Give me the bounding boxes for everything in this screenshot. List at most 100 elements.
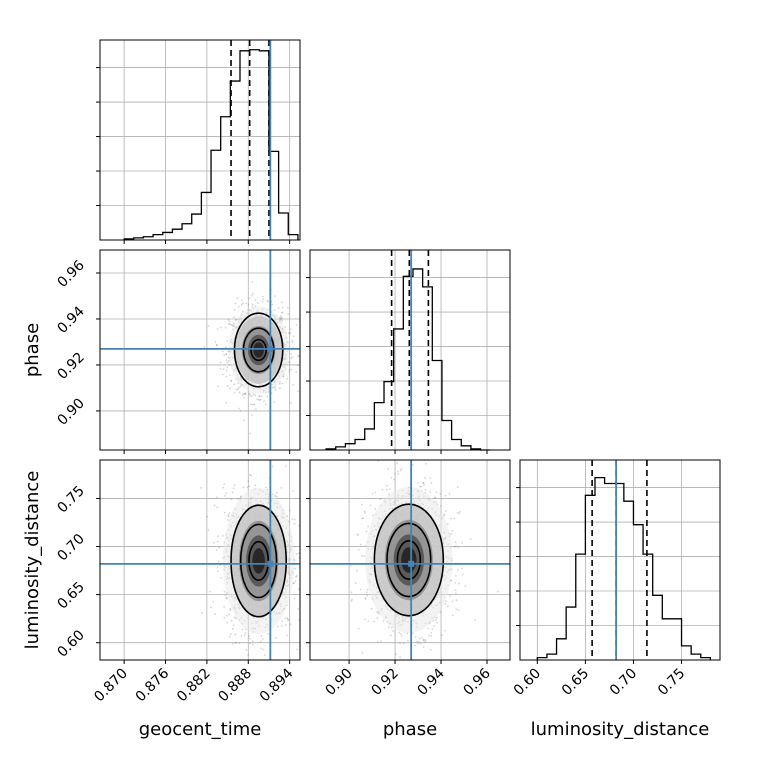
scatter-point xyxy=(431,628,434,631)
scatter-point xyxy=(306,570,308,572)
scatter-point xyxy=(277,625,279,628)
scatter-point xyxy=(454,589,457,592)
scatter-point xyxy=(376,610,379,613)
scatter-point xyxy=(294,580,297,583)
scatter-point xyxy=(444,494,447,497)
scatter-point xyxy=(373,620,376,623)
density-content xyxy=(310,460,510,666)
scatter-point xyxy=(435,491,438,494)
scatter-point xyxy=(357,534,360,537)
truth-marker xyxy=(267,345,274,352)
scatter-point xyxy=(361,503,363,506)
scatter-point xyxy=(455,545,457,548)
scatter-point xyxy=(364,512,366,514)
scatter-point xyxy=(252,403,254,406)
scatter-point xyxy=(251,640,254,643)
scatter-point xyxy=(209,590,211,593)
scatter-point xyxy=(455,608,458,611)
scatter-point xyxy=(217,570,219,573)
scatter-point xyxy=(222,486,225,489)
scatter-point xyxy=(461,664,463,666)
density-panel-phase-vs-luminosity-distance: 0.90 0.92 0.94 0.96 xyxy=(306,459,511,699)
scatter-point xyxy=(407,639,409,642)
scatter-point xyxy=(226,361,229,364)
scatter-point xyxy=(390,476,393,479)
scatter-point xyxy=(231,324,234,327)
scatter-point xyxy=(443,514,446,517)
scatter-point xyxy=(216,566,219,568)
scatter-point xyxy=(354,582,357,585)
scatter-point xyxy=(397,470,400,473)
scatter-point xyxy=(374,508,377,510)
scatter-point xyxy=(262,295,264,298)
scatter-point xyxy=(219,326,222,329)
scatter-point xyxy=(280,316,283,319)
scatter-point xyxy=(295,574,298,577)
scatter-point xyxy=(282,375,285,378)
y-tick-label: 0.92 xyxy=(54,349,87,382)
scatter-point xyxy=(458,582,460,585)
scatter-point xyxy=(223,617,226,619)
scatter-point xyxy=(278,382,281,385)
scatter-point xyxy=(444,603,447,605)
scatter-point xyxy=(280,311,283,314)
density-content xyxy=(100,460,308,667)
scatter-point xyxy=(232,624,235,627)
scatter-point xyxy=(427,627,430,630)
scatter-point xyxy=(290,357,292,360)
scatter-point xyxy=(288,370,291,373)
scatter-point xyxy=(248,637,251,640)
scatter-point xyxy=(240,303,243,306)
scatter-point xyxy=(421,636,423,639)
scatter-point xyxy=(219,361,222,364)
scatter-point xyxy=(231,491,234,494)
x-tick-label: 0.92 xyxy=(369,666,402,699)
scatter-point xyxy=(223,511,226,514)
scatter-point xyxy=(225,614,228,617)
scatter-point xyxy=(281,306,284,309)
scatter-point xyxy=(221,535,224,537)
scatter-point xyxy=(376,611,379,614)
scatter-point xyxy=(376,617,379,619)
density-level xyxy=(253,342,264,358)
scatter-point xyxy=(396,462,399,464)
scatter-point xyxy=(216,506,219,509)
scatter-point xyxy=(266,300,269,303)
scatter-point xyxy=(256,398,259,401)
scatter-point xyxy=(254,484,257,487)
scatter-point xyxy=(284,326,287,328)
scatter-point xyxy=(214,613,217,616)
y-tick-label: 0.94 xyxy=(54,303,87,336)
scatter-point xyxy=(223,483,226,486)
x-tick-label: 0.75 xyxy=(655,666,688,699)
scatter-point xyxy=(451,600,454,603)
scatter-point xyxy=(422,646,425,648)
scatter-point xyxy=(222,368,225,370)
scatter-point xyxy=(244,393,247,395)
scatter-point xyxy=(234,642,237,644)
scatter-point xyxy=(363,555,365,558)
scatter-point xyxy=(247,653,250,656)
scatter-point xyxy=(244,392,247,395)
scatter-point xyxy=(451,529,454,532)
scatter-point xyxy=(212,600,215,603)
scatter-point xyxy=(291,490,294,493)
scatter-point xyxy=(295,553,298,555)
scatter-point xyxy=(399,469,402,472)
scatter-point xyxy=(303,333,305,335)
scatter-point xyxy=(429,491,431,493)
x-tick-label: 0.876 xyxy=(133,665,173,705)
scatter-point xyxy=(237,305,240,308)
scatter-point xyxy=(269,665,271,667)
scatter-point xyxy=(454,541,457,544)
scatter-point xyxy=(296,390,299,393)
scatter-point xyxy=(439,611,442,614)
scatter-point xyxy=(232,316,235,319)
scatter-point xyxy=(254,299,257,302)
scatter-point xyxy=(427,634,430,637)
scatter-point xyxy=(217,535,220,538)
scatter-point xyxy=(215,344,218,347)
scatter-point xyxy=(220,576,223,579)
scatter-point xyxy=(429,648,432,651)
